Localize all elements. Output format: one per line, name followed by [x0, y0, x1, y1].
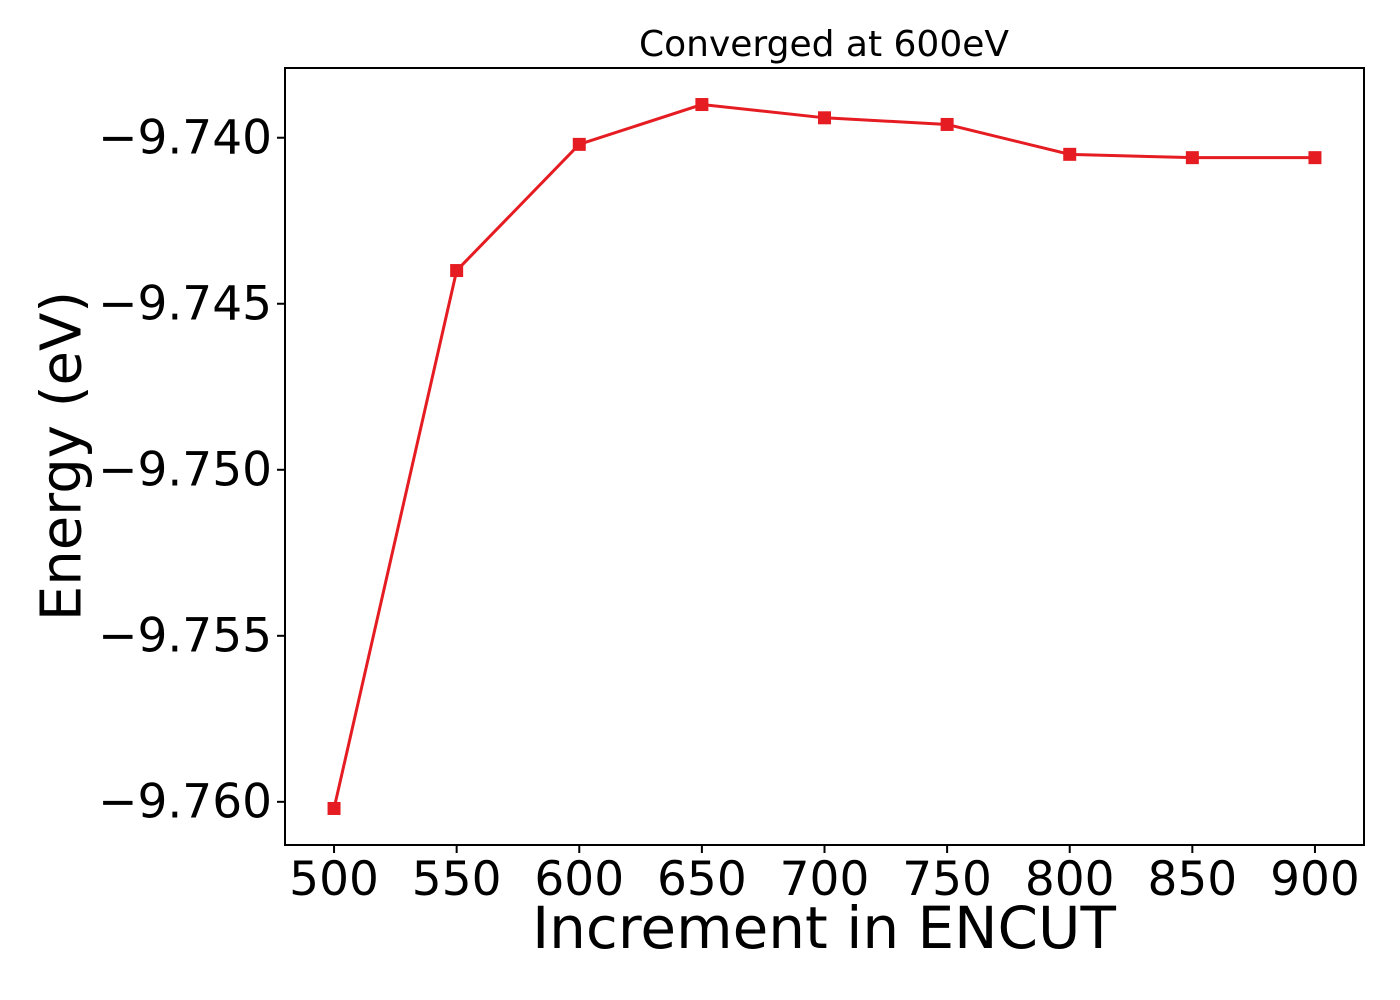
data-point-marker [940, 117, 954, 131]
data-point-marker [1063, 147, 1077, 161]
data-point-marker [1185, 151, 1199, 165]
x-tick-label: 500 [289, 852, 379, 907]
data-point-marker [450, 264, 464, 278]
x-axis-label: Increment in ENCUT [532, 894, 1116, 962]
y-tick-label: −9.755 [98, 608, 272, 664]
chart-title: Converged at 600eV [638, 24, 1010, 65]
y-tick-label: −9.740 [98, 110, 272, 166]
y-tick-label: −9.750 [98, 442, 272, 498]
y-tick-label: −9.745 [98, 276, 272, 332]
x-tick-label: 650 [657, 852, 747, 907]
x-tick-label: 750 [902, 852, 992, 907]
x-tick-label: 850 [1147, 852, 1238, 907]
data-series-line [332, 102, 1315, 809]
x-tick-label: 900 [1270, 852, 1360, 907]
x-tick-label: 600 [534, 852, 625, 907]
x-tick-label: 800 [1024, 852, 1115, 907]
axes-spines [284, 67, 1365, 846]
data-point-marker [695, 98, 709, 112]
data-point-marker [327, 801, 341, 815]
x-tick-label: 700 [779, 852, 870, 907]
y-tick-label: −9.760 [98, 774, 272, 830]
data-point-marker [1308, 151, 1322, 165]
x-tick-label: 550 [411, 852, 502, 907]
data-point-marker [818, 111, 831, 125]
data-point-marker [572, 137, 586, 151]
